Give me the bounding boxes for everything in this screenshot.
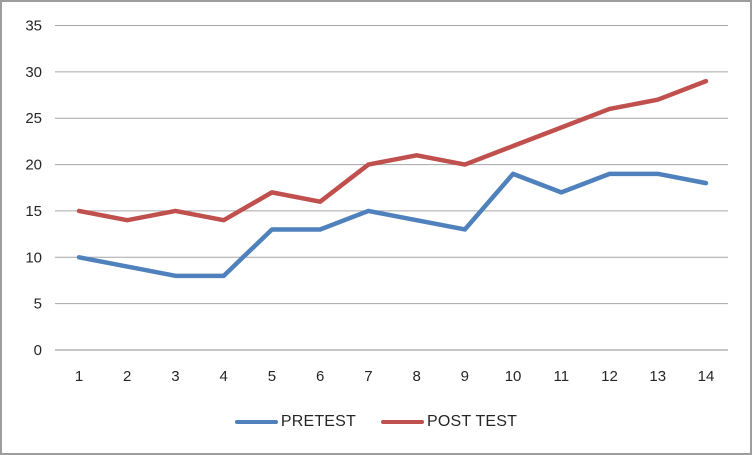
chart-legend: PRETEST POST TEST	[2, 407, 750, 437]
x-tick-label-1: 1	[75, 368, 83, 385]
x-tick-label-12: 12	[601, 368, 618, 385]
y-tick-label-15: 15	[25, 203, 42, 220]
series-line-post-test	[76, 78, 709, 223]
y-tick-label-35: 35	[25, 18, 42, 35]
x-tick-label-4: 4	[220, 368, 228, 385]
legend-label-posttest: POST TEST	[427, 413, 518, 430]
y-tick-label-0: 0	[34, 342, 42, 359]
x-tick-label-10: 10	[505, 368, 522, 385]
gridlines	[55, 25, 728, 351]
x-tick-label-7: 7	[364, 368, 372, 385]
x-tick-label-13: 13	[649, 368, 666, 385]
x-tick-label-5: 5	[268, 368, 276, 385]
pretest-line-swatch-icon	[234, 420, 278, 424]
x-tick-label-2: 2	[123, 368, 131, 385]
x-tick-label-11: 11	[554, 368, 570, 385]
x-axis-tick-labels: 1 2 3 4 5 6 7 8 9 10 11 12 13 14	[75, 368, 715, 385]
y-tick-label-5: 5	[34, 296, 42, 313]
x-tick-label-6: 6	[316, 368, 324, 385]
series-line-pretest	[76, 171, 709, 279]
y-axis-tick-labels: 0 5 10 15 20 25 30 35	[25, 18, 42, 359]
x-tick-label-3: 3	[171, 368, 179, 385]
y-tick-label-20: 20	[25, 157, 42, 174]
x-tick-label-9: 9	[461, 368, 469, 385]
y-tick-label-25: 25	[25, 110, 42, 127]
x-tick-label-8: 8	[412, 368, 420, 385]
x-tick-label-14: 14	[698, 368, 715, 385]
data-series-lines	[76, 78, 709, 279]
legend-item-pretest: PRETEST	[234, 413, 357, 431]
y-tick-label-10: 10	[25, 249, 42, 266]
y-tick-label-30: 30	[25, 64, 42, 81]
legend-label-pretest: PRETEST	[280, 413, 357, 430]
posttest-line-swatch-icon	[381, 420, 425, 424]
legend-item-posttest: POST TEST	[381, 413, 517, 431]
